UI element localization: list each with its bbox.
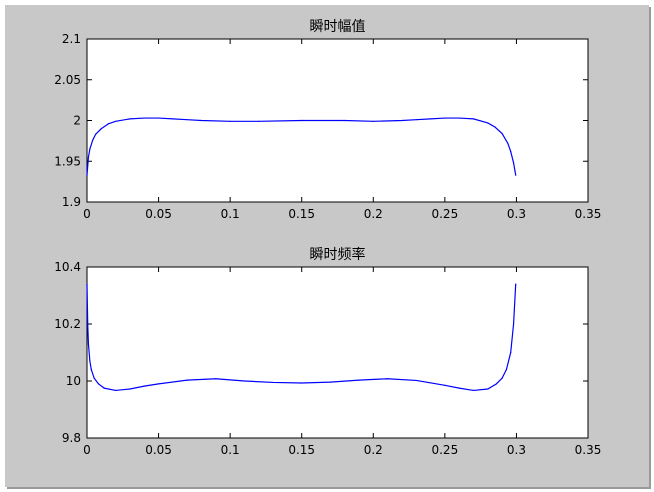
chart-2-data-point xyxy=(90,369,92,371)
chart-1-y-tick-label: 2 xyxy=(73,114,81,128)
chart-1-data-point xyxy=(415,119,417,121)
chart-2-x-tick-label: 0.3 xyxy=(507,443,526,457)
chart-2-data-point xyxy=(157,383,160,385)
chart-1-data-point xyxy=(92,139,94,141)
chart-2-data-point xyxy=(115,389,117,392)
chart-2-x-tick-label: 0 xyxy=(83,443,91,457)
chart-2-x-tick-label: 0.1 xyxy=(221,443,240,457)
chart-1-data-point xyxy=(507,142,509,144)
chart-1-data-point xyxy=(172,118,174,120)
chart-2-x-tick-label: 0.05 xyxy=(145,443,172,457)
chart-2-data-point xyxy=(272,381,274,384)
chart-1-x-tick-label: 0.1 xyxy=(221,207,240,221)
chart-2-data-point xyxy=(387,378,389,380)
chart-2-data-point xyxy=(329,381,331,383)
chart-2-data-point xyxy=(87,343,90,345)
chart-1-data-point xyxy=(301,119,303,122)
chart-2-x-tick-label: 0.35 xyxy=(575,443,602,457)
chart-1-y-tick-label: 1.95 xyxy=(54,154,81,168)
chart-2-data-point xyxy=(505,369,508,371)
chart-1-series-line xyxy=(86,117,517,176)
chart-2-data-point xyxy=(186,379,188,381)
chart-2-data-point xyxy=(129,388,131,390)
chart-2-data-point xyxy=(143,385,145,387)
chart-1-x-tick-label: 0.35 xyxy=(575,207,602,221)
chart-2-data-point xyxy=(301,382,303,384)
chart-1-data-point xyxy=(487,122,489,124)
chart-1-data-point xyxy=(200,119,203,122)
chart-1-data-point xyxy=(129,118,131,120)
chart-1-x-tick-label: 0.05 xyxy=(145,207,172,221)
chart-1-data-point xyxy=(186,119,188,121)
chart-2-data-point xyxy=(93,377,95,379)
chart-2-data-point xyxy=(444,384,446,386)
chart-2-y-tick-label: 9.8 xyxy=(62,431,81,445)
chart-1-title: 瞬时幅值 xyxy=(310,19,366,35)
chart-1-data-point xyxy=(157,117,160,119)
chart-2-x-tick-label: 0.25 xyxy=(431,443,458,457)
chart-1-data-point xyxy=(494,126,496,128)
chart-2-data-point xyxy=(215,378,217,380)
chart-2-data-point xyxy=(501,377,503,379)
chart-1-y-tick-label: 2.1 xyxy=(62,32,81,46)
figure-canvas: 瞬时幅值 0 0.05 0.1 0.15 0.2 0.25 0.3 0.35 1.9 1.95 2 2.… xyxy=(5,5,649,487)
chart-2-y-tick-label: 10.2 xyxy=(54,317,81,331)
chart-1-data-point xyxy=(107,123,110,125)
chart-1-data-point xyxy=(512,162,515,164)
chart-2-data-point xyxy=(243,380,246,382)
chart-2-data-point xyxy=(103,387,105,389)
chart-1-data-point xyxy=(372,120,374,122)
chart-1-data-point xyxy=(229,120,231,122)
chart-1-x-tick-label: 0.3 xyxy=(507,207,526,221)
chart-svg: 瞬时幅值 0 0.05 0.1 0.15 0.2 0.25 0.3 0.35 1.9 1.95 2 2.… xyxy=(54,19,601,457)
chart-2-data-point xyxy=(89,360,91,362)
chart-2-plot-area xyxy=(86,266,589,439)
chart-2-y-tick-label: 10 xyxy=(66,374,81,388)
chart-1-axes: 瞬时幅值 0 0.05 0.1 0.15 0.2 0.25 0.3 0.35 1.9 1.95 2 2.… xyxy=(54,19,601,221)
chart-1-y-tick-label: 1.9 xyxy=(62,195,81,209)
chart-1-data-point xyxy=(86,174,88,176)
chart-1-data-point xyxy=(501,132,503,135)
chart-1-data-point xyxy=(344,119,346,122)
chart-1-data-point xyxy=(401,119,403,122)
chart-2-data-point xyxy=(472,389,475,392)
chart-1-data-point xyxy=(87,156,90,158)
chart-2-title: 瞬时频率 xyxy=(310,246,366,263)
chart-1-data-point xyxy=(429,118,432,120)
chart-1-data-point xyxy=(515,174,517,176)
chart-2-data-point xyxy=(87,323,89,325)
chart-2-x-tick-label: 0.15 xyxy=(288,443,315,457)
chart-1-data-point xyxy=(510,150,512,153)
chart-1-data-point xyxy=(94,133,97,135)
chart-1-data-point xyxy=(472,118,475,120)
chart-2-data-point xyxy=(512,323,515,325)
chart-2-data-point xyxy=(415,379,417,382)
chart-2-data-point xyxy=(495,383,497,385)
chart-2-x-tick-label: 0.2 xyxy=(364,443,383,457)
chart-2-y-tick-label: 10.4 xyxy=(54,260,81,274)
chart-2-data-point xyxy=(515,283,517,285)
chart-1-data-point xyxy=(89,148,91,150)
chart-1-data-point xyxy=(143,117,145,119)
chart-2-data-point xyxy=(86,283,88,285)
chart-1-data-point xyxy=(100,128,102,130)
chart-2-data-point xyxy=(510,351,512,354)
chart-1-data-point xyxy=(444,117,446,119)
chart-2-data-point xyxy=(487,388,489,390)
chart-2-data-point xyxy=(97,383,100,385)
chart-1-x-tick-label: 0.15 xyxy=(288,207,315,221)
chart-1-x-tick-label: 0.2 xyxy=(364,207,383,221)
chart-1-x-tick-label: 0 xyxy=(83,207,91,221)
chart-2-data-point xyxy=(358,379,360,381)
chart-1-data-point xyxy=(115,120,117,122)
chart-1-data-point xyxy=(258,120,260,122)
chart-1-data-point xyxy=(458,117,460,119)
chart-2-axes: 瞬时频率 0 0.05 0.1 0.15 0.2 0.25 0.3 0.35 9.8 10 10.2 1… xyxy=(54,246,601,457)
chart-2-data-point xyxy=(458,387,460,389)
chart-1-x-tick-label: 0.25 xyxy=(431,207,458,221)
chart-1-y-tick-label: 2.05 xyxy=(54,73,81,87)
